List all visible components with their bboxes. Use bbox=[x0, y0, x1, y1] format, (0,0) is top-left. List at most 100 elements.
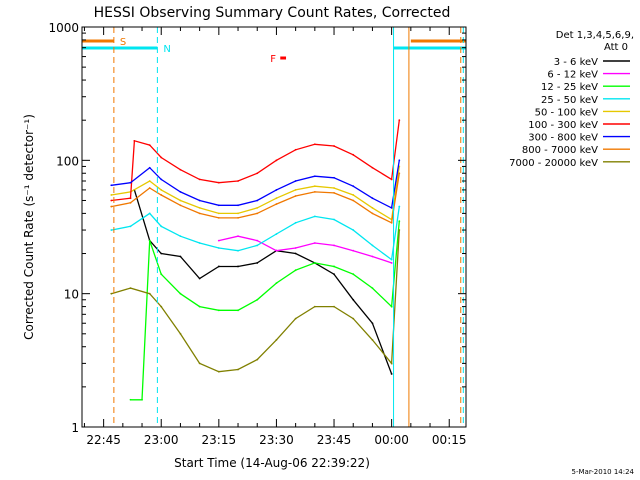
series-point bbox=[160, 305, 163, 308]
series-point bbox=[198, 199, 201, 202]
series-point bbox=[352, 194, 355, 196]
series-point bbox=[294, 180, 297, 182]
y-tick-label: 1 bbox=[71, 421, 79, 435]
legend-label: 6 - 12 keV bbox=[547, 70, 598, 81]
series-line bbox=[111, 120, 400, 202]
timestamp: 5-Mar-2010 14:24 bbox=[572, 468, 635, 476]
series-point bbox=[129, 181, 132, 184]
series-point bbox=[371, 322, 374, 325]
series-point bbox=[390, 362, 393, 365]
y-tick-label: 10 bbox=[64, 288, 79, 302]
series-point bbox=[398, 159, 401, 162]
flag-label: F bbox=[270, 54, 276, 65]
series-point bbox=[352, 298, 355, 301]
series-point bbox=[333, 191, 335, 194]
series-point bbox=[148, 212, 151, 215]
series-point bbox=[237, 180, 239, 182]
series-point bbox=[217, 309, 220, 312]
series-point bbox=[371, 166, 374, 169]
series-point bbox=[275, 203, 278, 205]
series-point bbox=[179, 168, 182, 171]
series-point bbox=[179, 235, 182, 238]
series-point bbox=[217, 181, 220, 184]
series-point bbox=[371, 206, 374, 209]
series-point bbox=[313, 262, 316, 264]
series-point bbox=[110, 199, 113, 202]
series-point bbox=[390, 262, 393, 264]
series-point bbox=[160, 156, 163, 159]
series-point bbox=[256, 199, 259, 202]
x-tick-label: 00:00 bbox=[374, 433, 409, 447]
series-point bbox=[333, 244, 335, 247]
series-point bbox=[352, 185, 355, 188]
series-point bbox=[148, 166, 151, 169]
series-point bbox=[294, 269, 297, 272]
series-point bbox=[179, 255, 182, 258]
series-point bbox=[256, 262, 259, 264]
y-tick-label: 100 bbox=[56, 154, 79, 168]
series-point bbox=[198, 242, 201, 244]
series-point bbox=[237, 235, 239, 238]
series-point bbox=[256, 239, 259, 242]
x-tick-label: 23:30 bbox=[259, 433, 294, 447]
series-point bbox=[198, 305, 201, 308]
series-point bbox=[133, 139, 136, 142]
y-axis-label: Corrected Count Rate (s⁻¹ detector⁻¹) bbox=[22, 114, 36, 340]
plot-frame bbox=[81, 26, 467, 428]
legend-label: 25 - 50 keV bbox=[541, 95, 598, 106]
series-point bbox=[333, 218, 335, 221]
series-point bbox=[352, 273, 355, 276]
series-point bbox=[198, 212, 201, 215]
flag-markers: S N F bbox=[82, 37, 466, 65]
series-point bbox=[294, 221, 297, 224]
series-point bbox=[390, 221, 393, 224]
series-point bbox=[217, 239, 220, 242]
series-point bbox=[179, 199, 182, 202]
series-point bbox=[313, 190, 316, 193]
series-point bbox=[371, 287, 374, 290]
series-point bbox=[198, 362, 201, 365]
series-point bbox=[141, 398, 143, 401]
series-point bbox=[198, 277, 201, 280]
series-point bbox=[371, 339, 374, 341]
chart-title: HESSI Observing Summary Count Rates, Cor… bbox=[94, 5, 451, 21]
series-point bbox=[160, 178, 163, 181]
series-point bbox=[313, 175, 316, 178]
legend-label: 800 - 7000 keV bbox=[522, 145, 598, 156]
legend-header: Det 1,3,4,5,6,9, Att 0 bbox=[556, 30, 634, 53]
legend-label: 3 - 6 keV bbox=[554, 57, 598, 68]
series-point bbox=[179, 332, 182, 335]
series-point bbox=[313, 215, 316, 218]
series-point bbox=[110, 184, 113, 187]
series-point bbox=[275, 233, 278, 235]
series-point bbox=[256, 212, 259, 215]
flag-label: S bbox=[120, 37, 126, 48]
series-point bbox=[148, 292, 151, 295]
series-point bbox=[313, 185, 316, 188]
series-point bbox=[217, 204, 220, 207]
series-point bbox=[294, 195, 297, 197]
series-point bbox=[129, 201, 132, 204]
x-axis-label: Start Time (14-Aug-06 22:39:22) bbox=[174, 456, 370, 470]
series-point bbox=[217, 265, 220, 268]
series-point bbox=[333, 187, 335, 189]
legend-label: 12 - 25 keV bbox=[541, 82, 598, 93]
series-point bbox=[275, 197, 278, 200]
series-point bbox=[275, 159, 278, 162]
series-point bbox=[217, 247, 220, 249]
series-point bbox=[237, 217, 239, 219]
series-point bbox=[313, 305, 316, 308]
series-point bbox=[160, 225, 163, 228]
series-point bbox=[371, 255, 374, 258]
series-point bbox=[352, 199, 355, 202]
series-point bbox=[371, 212, 374, 215]
series-point bbox=[129, 197, 132, 200]
series-point bbox=[110, 194, 113, 196]
series-point bbox=[110, 205, 113, 208]
series-point bbox=[256, 206, 259, 209]
series-point bbox=[129, 398, 132, 401]
series-line bbox=[218, 235, 392, 264]
series-point bbox=[198, 206, 201, 209]
